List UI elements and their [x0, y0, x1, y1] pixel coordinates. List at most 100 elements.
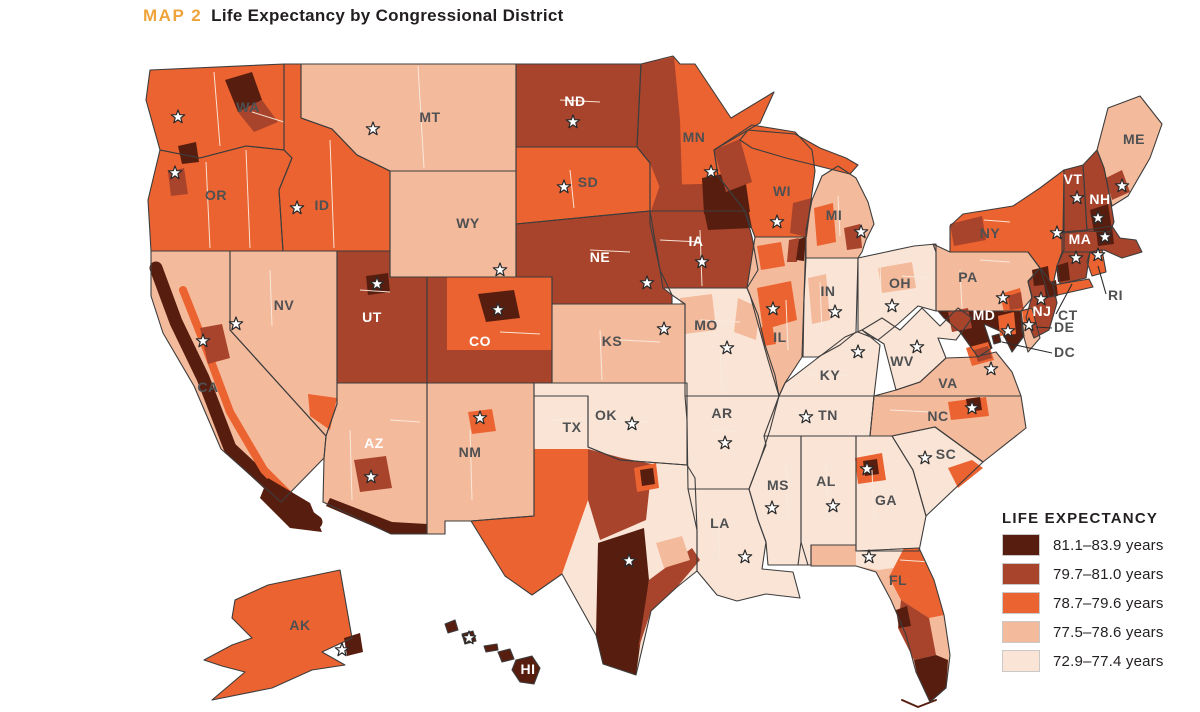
state-ut [337, 251, 427, 383]
district-patch [844, 224, 862, 250]
capital-star-icon [1069, 190, 1085, 205]
state-label-mi: MI [826, 207, 843, 223]
district-patch [1056, 262, 1070, 282]
state-outline-dc [991, 333, 1002, 345]
state-outline-oh [857, 243, 937, 341]
district-line [269, 269, 273, 327]
district-patch [260, 478, 322, 532]
capital-star-icon [917, 450, 933, 465]
state-label-hi: HI [521, 661, 536, 677]
state-nm [427, 383, 534, 534]
state-pa [933, 244, 1040, 311]
district-line [719, 347, 723, 395]
state-label-il: IL [773, 329, 786, 345]
district-patch [344, 633, 363, 656]
capital-star-icon [703, 164, 719, 179]
state-ak [204, 570, 352, 700]
leader-lines [1001, 265, 1107, 354]
district-patch [200, 324, 230, 364]
state-label-ct: CT [1058, 307, 1078, 323]
capital-star-icon [1021, 317, 1037, 332]
capital-star-icon [853, 224, 869, 239]
state-label-tx: TX [563, 419, 582, 435]
state-label-ut: UT [362, 309, 382, 325]
state-ar [685, 396, 779, 489]
district-patch [896, 606, 911, 628]
district-patch [948, 460, 983, 488]
district-line [417, 65, 425, 169]
state-ks [552, 304, 685, 383]
capital-star-icon [621, 553, 637, 568]
state-label-ri: RI [1108, 287, 1123, 303]
district-line [547, 417, 589, 421]
state-outline-mn [636, 55, 775, 212]
district-line [359, 289, 391, 293]
district-patch [637, 57, 682, 188]
state-label-wi: WI [773, 183, 791, 199]
district-line [785, 459, 789, 521]
state-label-ne: NE [590, 249, 610, 265]
district-line [819, 281, 823, 333]
capital-star-icon [909, 339, 925, 354]
capital-star-icon [1114, 178, 1130, 193]
district-patch [178, 142, 199, 164]
state-outline-mo [662, 287, 780, 397]
district-patch [757, 242, 785, 270]
district-patch [680, 294, 716, 334]
state-outline-tx [470, 395, 698, 676]
capital-star-icon [167, 165, 183, 180]
district-line [659, 239, 701, 243]
district-patch [238, 100, 278, 132]
district-patch [326, 498, 427, 534]
state-outline-hi [511, 655, 541, 685]
state-outline-ak [203, 569, 353, 701]
district-line [245, 149, 251, 249]
legend-items: 81.1–83.9 years 79.7–81.0 years 78.7–79.6 … [1002, 534, 1198, 672]
capital-star-icon [1000, 323, 1016, 338]
state-sd [516, 147, 650, 224]
legend-item: 77.5–78.6 years [1002, 621, 1198, 643]
legend-label: 81.1–83.9 years [1053, 536, 1164, 554]
district-line [717, 519, 721, 561]
capital-star-icon [490, 302, 506, 317]
state-la [688, 489, 800, 601]
figure-tag: MAP 2 [143, 6, 203, 25]
state-wy [390, 171, 516, 277]
capital-star-icon [1090, 210, 1106, 225]
district-patch [638, 548, 700, 650]
state-ok [534, 383, 687, 465]
state-label-wa: WA [236, 99, 260, 115]
capital-star-icon [369, 276, 385, 291]
capital-star-icon [737, 549, 753, 564]
capital-star-icon [717, 435, 733, 450]
legend-swatch [1002, 563, 1040, 585]
state-label-vt: VT [1064, 171, 1083, 187]
state-label-nd: ND [564, 93, 585, 109]
state-nd [516, 64, 641, 147]
capital-star-icon [228, 316, 244, 331]
state-label-ak: AK [289, 617, 310, 633]
state-tn [764, 396, 874, 436]
state-label-nm: NM [459, 444, 482, 460]
state-outline-de [1020, 307, 1041, 353]
district-patch [471, 449, 588, 595]
district-line [589, 249, 631, 253]
capital-star-icon [719, 340, 735, 355]
state-label-ma: MA [1069, 231, 1092, 247]
district-line [959, 269, 963, 309]
state-label-nh: NH [1089, 191, 1110, 207]
state-outline-fl [810, 544, 951, 703]
district-patch [796, 237, 806, 261]
district-patch [1022, 307, 1035, 324]
district-line [619, 339, 661, 343]
district-line [785, 299, 789, 351]
capital-star-icon [964, 400, 980, 415]
capital-star-icon [565, 114, 581, 129]
state-ia [650, 211, 758, 288]
state-label-tn: TN [818, 407, 838, 423]
capital-star-icon [1068, 250, 1084, 265]
state-outline-ma [1061, 225, 1143, 259]
district-patch [878, 262, 916, 293]
legend-item: 78.7–79.6 years [1002, 592, 1198, 614]
